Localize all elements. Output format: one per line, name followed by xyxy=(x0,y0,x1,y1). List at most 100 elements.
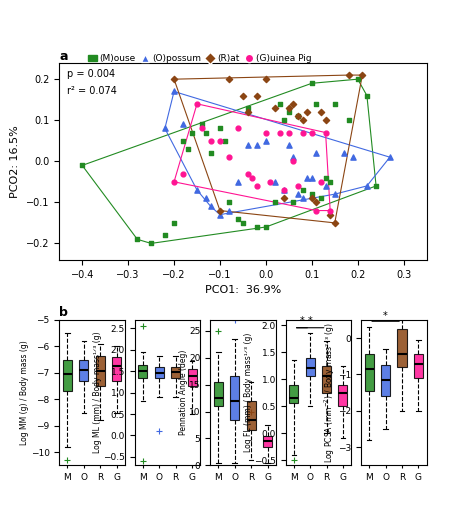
PathPatch shape xyxy=(338,384,347,406)
Point xyxy=(134,235,141,244)
Point xyxy=(170,87,178,96)
Point xyxy=(322,116,329,124)
Point xyxy=(184,145,191,153)
Point xyxy=(225,153,233,162)
Point xyxy=(285,104,292,112)
PathPatch shape xyxy=(365,355,374,391)
Point xyxy=(267,178,274,186)
Point xyxy=(281,186,288,194)
Point xyxy=(198,120,205,129)
PathPatch shape xyxy=(214,382,223,406)
Point xyxy=(308,79,316,87)
Point xyxy=(202,194,210,202)
PathPatch shape xyxy=(188,369,197,386)
Point xyxy=(358,71,366,79)
Text: *: * xyxy=(308,316,312,326)
Point xyxy=(290,198,297,207)
Point xyxy=(331,190,338,198)
Point xyxy=(281,186,288,194)
Point xyxy=(308,128,316,137)
Point xyxy=(189,128,196,137)
Point xyxy=(239,219,246,227)
Point xyxy=(193,100,201,108)
Point xyxy=(216,207,224,215)
Point xyxy=(372,182,380,190)
Point xyxy=(147,239,155,247)
Point xyxy=(161,124,169,133)
Point xyxy=(294,112,302,120)
Point xyxy=(248,174,256,182)
Point xyxy=(294,182,302,190)
Text: *: * xyxy=(383,311,388,321)
Point xyxy=(354,75,362,83)
Point xyxy=(244,108,251,116)
Y-axis label: Log PCSA (mm$^{-2}$) / Body mass²ᐟ³ (g): Log PCSA (mm$^{-2}$) / Body mass²ᐟ³ (g) xyxy=(322,322,337,463)
Point xyxy=(317,178,325,186)
PathPatch shape xyxy=(381,366,390,396)
Point xyxy=(244,169,251,178)
PathPatch shape xyxy=(289,384,298,403)
Point xyxy=(340,149,348,157)
PathPatch shape xyxy=(246,401,255,430)
Y-axis label: Log MM (g) / Body mass (g): Log MM (g) / Body mass (g) xyxy=(20,340,29,445)
Point xyxy=(198,124,205,133)
Point xyxy=(262,75,270,83)
PathPatch shape xyxy=(414,355,423,378)
Point xyxy=(216,124,224,133)
PathPatch shape xyxy=(398,329,407,367)
Point xyxy=(312,149,320,157)
Point xyxy=(235,214,242,223)
Point xyxy=(207,137,215,145)
Point xyxy=(285,141,292,149)
Point xyxy=(262,128,270,137)
Point xyxy=(386,153,393,162)
Point xyxy=(299,116,306,124)
Point xyxy=(331,219,338,227)
Legend: (M)ouse, (O)possum, (R)at, (G)uinea Pig: (M)ouse, (O)possum, (R)at, (G)uinea Pig xyxy=(88,54,311,63)
Point xyxy=(290,153,297,162)
Point xyxy=(216,137,224,145)
Point xyxy=(193,186,201,194)
Point xyxy=(308,174,316,182)
Point xyxy=(262,137,270,145)
Point xyxy=(294,190,302,198)
Point xyxy=(235,178,242,186)
Point xyxy=(349,153,357,162)
Point xyxy=(262,223,270,231)
X-axis label: PCO1:  36.9%: PCO1: 36.9% xyxy=(205,285,281,295)
Text: a: a xyxy=(59,50,68,63)
Point xyxy=(253,92,261,100)
Point xyxy=(221,137,228,145)
Point xyxy=(308,194,316,202)
Point xyxy=(327,178,334,186)
Point xyxy=(244,141,251,149)
Point xyxy=(225,75,233,83)
PathPatch shape xyxy=(263,436,272,447)
Point xyxy=(207,149,215,157)
Point xyxy=(225,198,233,207)
Point xyxy=(244,104,251,112)
Point xyxy=(345,71,352,79)
Point xyxy=(294,112,302,120)
Point xyxy=(331,100,338,108)
Point xyxy=(303,174,311,182)
Point xyxy=(180,120,187,129)
Y-axis label: Pennation Angle (deg): Pennation Angle (deg) xyxy=(179,350,188,435)
Point xyxy=(281,116,288,124)
PathPatch shape xyxy=(230,377,239,419)
Point xyxy=(239,92,246,100)
Point xyxy=(253,182,261,190)
Point xyxy=(317,194,325,202)
Point xyxy=(202,128,210,137)
Point xyxy=(271,104,279,112)
Y-axis label: PCO2: 16.5%: PCO2: 16.5% xyxy=(10,125,20,198)
Point xyxy=(327,210,334,219)
Point xyxy=(345,116,352,124)
Point xyxy=(285,128,292,137)
Point xyxy=(299,128,306,137)
Point xyxy=(253,141,261,149)
Point xyxy=(327,207,334,215)
PathPatch shape xyxy=(63,359,72,391)
Text: p = 0.004: p = 0.004 xyxy=(66,69,115,78)
Point xyxy=(281,194,288,202)
